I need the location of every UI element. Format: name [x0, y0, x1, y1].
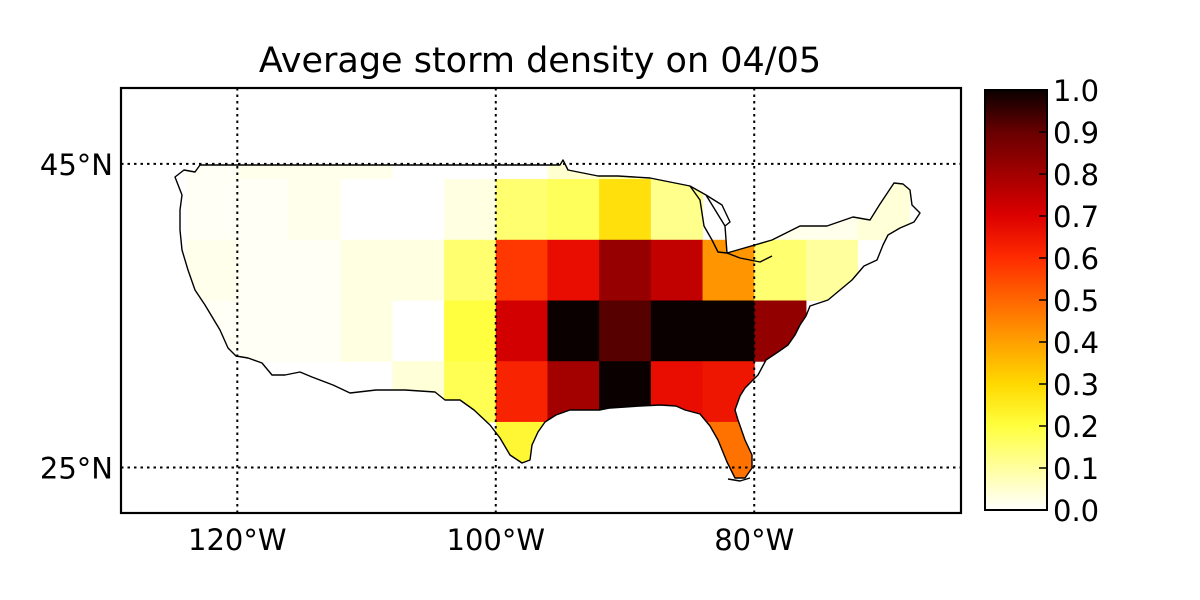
density-cell	[650, 179, 704, 241]
density-cell	[392, 300, 445, 362]
density-cell	[495, 179, 548, 241]
florida-keys	[727, 477, 751, 482]
colorbar-tick-label: 0.8	[1053, 158, 1099, 192]
colorbar-tick-label: 0.9	[1053, 116, 1099, 150]
density-cell	[185, 300, 238, 362]
density-cell	[754, 300, 807, 362]
density-cell	[340, 179, 393, 241]
density-cell	[237, 300, 290, 362]
density-cell	[392, 179, 445, 241]
longitude-tick-label: 120°W	[188, 523, 287, 557]
density-cell	[185, 239, 238, 301]
density-cell	[754, 179, 807, 241]
density-cell	[237, 160, 290, 180]
density-cell	[444, 361, 497, 423]
density-cell	[702, 421, 755, 478]
density-cell	[702, 300, 755, 362]
density-cell	[547, 160, 600, 180]
density-cell	[754, 239, 807, 301]
density-cell	[857, 179, 910, 241]
longitude-tick-labels: 120°W 100°W 80°W	[188, 523, 794, 557]
longitude-tick-label: 80°W	[714, 523, 794, 557]
colorbar-tick-label: 0.0	[1053, 494, 1099, 528]
density-cell	[495, 421, 548, 478]
colorbar-tick-label: 0.3	[1053, 368, 1099, 402]
density-cell	[340, 300, 393, 362]
density-cell	[547, 361, 600, 423]
density-cell	[495, 239, 548, 301]
density-cell	[340, 239, 393, 301]
density-cell	[444, 300, 497, 362]
density-cell	[599, 160, 652, 180]
density-cell	[289, 160, 342, 180]
density-cell	[495, 361, 548, 423]
density-cell	[702, 361, 755, 423]
density-cell	[444, 239, 497, 301]
density-cell	[599, 300, 652, 362]
density-cell	[289, 179, 342, 241]
density-cells	[185, 160, 910, 478]
density-cell	[650, 239, 704, 301]
density-cell	[289, 300, 342, 362]
density-cell	[444, 179, 497, 241]
latitude-tick-label: 25°N	[40, 451, 113, 485]
colorbar	[984, 89, 1048, 511]
map-title: Average storm density on 04/05	[259, 41, 821, 81]
density-cell	[495, 300, 548, 362]
colorbar-tick-label: 0.2	[1053, 410, 1099, 444]
density-cell	[289, 239, 342, 301]
colorbar-tick-label: 0.5	[1053, 284, 1099, 318]
density-cell	[599, 239, 652, 301]
colorbar-tick-labels: 0.0 0.1 0.2 0.3 0.4 0.5 0.6 0.7 0.8 0.9 1.0	[1039, 74, 1099, 528]
great-lakes-outline	[689, 185, 773, 263]
density-cell	[805, 239, 859, 301]
density-cell	[185, 160, 238, 180]
density-cell	[392, 239, 445, 301]
colorbar-tick-label: 0.4	[1053, 326, 1099, 360]
density-cell	[340, 160, 393, 180]
density-cell	[547, 239, 600, 301]
us-coastline	[174, 159, 921, 479]
density-cell	[392, 361, 445, 423]
colorbar-tick-label: 0.1	[1053, 452, 1099, 486]
map-frame	[119, 86, 963, 515]
colorbar-tick-label: 1.0	[1053, 74, 1099, 108]
density-cell	[805, 179, 859, 241]
latitude-tick-labels: 45°N 25°N	[40, 148, 113, 486]
density-cell	[547, 300, 600, 362]
density-cell	[599, 421, 652, 478]
density-cell	[599, 361, 652, 423]
density-cell	[650, 300, 704, 362]
density-cell	[547, 179, 600, 241]
density-cell	[185, 179, 238, 241]
colorbar-tick-label: 0.6	[1053, 242, 1099, 276]
colorbar-tick-label: 0.7	[1053, 200, 1099, 234]
density-cell	[237, 239, 290, 301]
latitude-tick-label: 45°N	[40, 148, 113, 182]
density-cell	[547, 421, 600, 478]
longitude-tick-label: 100°W	[447, 523, 546, 557]
density-cell	[599, 179, 652, 241]
density-cell	[237, 179, 290, 241]
density-cell	[702, 239, 755, 301]
